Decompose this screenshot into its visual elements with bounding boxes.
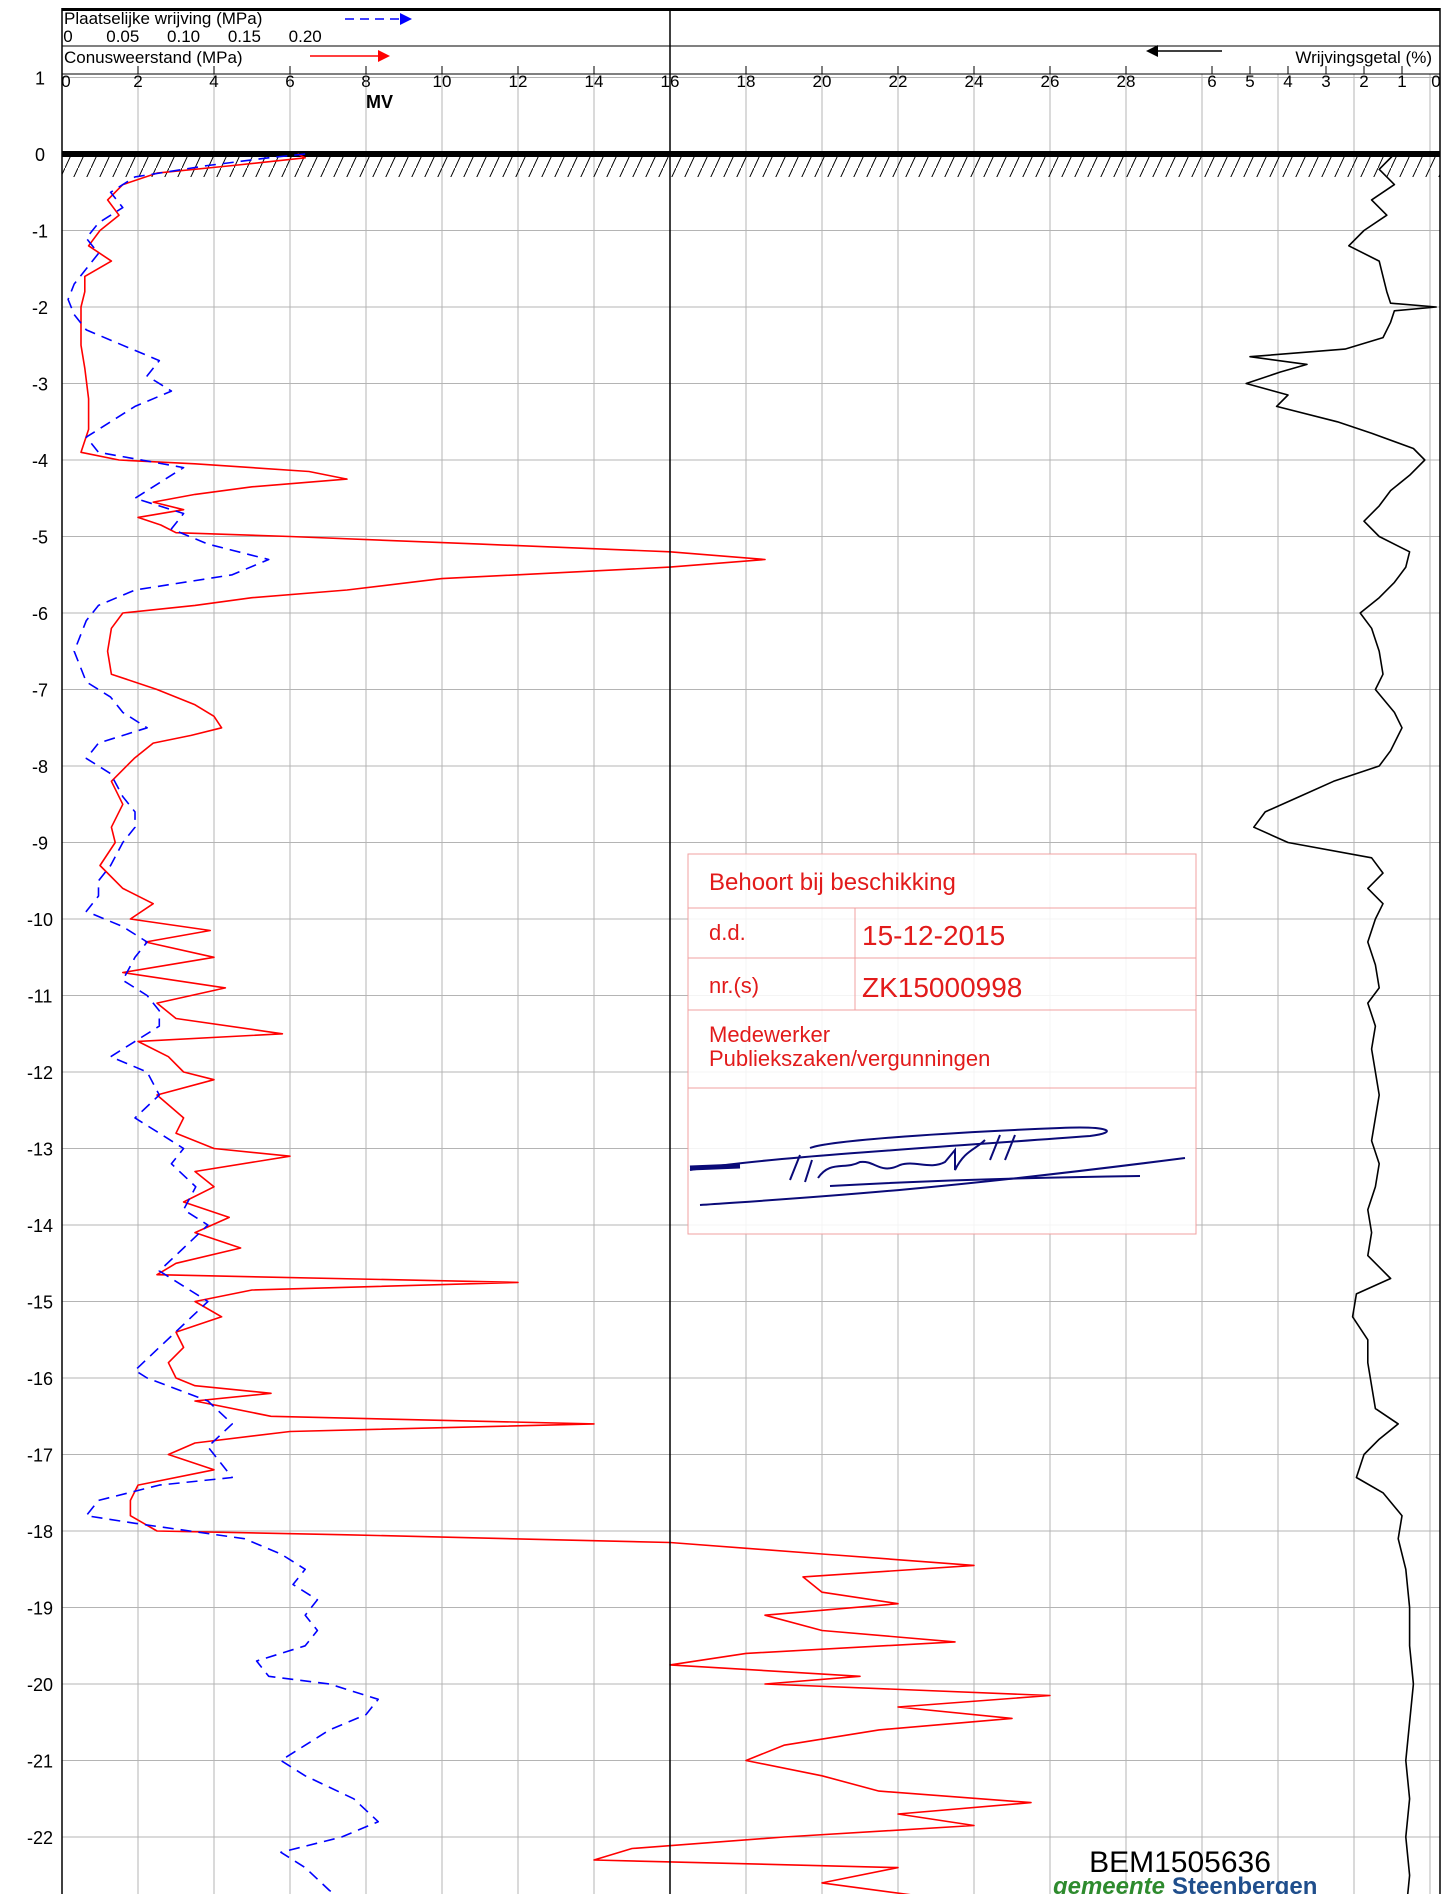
conus-tick-label: 18 <box>737 72 756 91</box>
ratio-ticks: 6 5 4 3 2 1 0 <box>1207 66 1441 91</box>
stamp-role-line2: Publiekszaken/vergunningen <box>709 1046 990 1071</box>
ratio-series-line <box>1245 153 1437 1894</box>
friction-tick-label: 0.15 <box>228 27 261 46</box>
depth-tick-label: -16 <box>27 1369 53 1389</box>
depth-tick-label: -7 <box>32 681 48 701</box>
depth-tick-label: -3 <box>32 375 48 395</box>
stamp-number-label: nr.(s) <box>709 973 759 998</box>
depth-tick-label: -8 <box>32 757 48 777</box>
stamp-role-line1: Medewerker <box>709 1022 830 1047</box>
conus-arrow <box>310 50 390 62</box>
ratio-tick-label: 5 <box>1245 72 1254 91</box>
ratio-tick-label: 2 <box>1359 72 1368 91</box>
depth-tick-label: -4 <box>32 451 48 471</box>
depth-tick-label: -13 <box>27 1140 53 1160</box>
depth-tick-label: -17 <box>27 1446 53 1466</box>
stamp-number-value: ZK15000998 <box>862 972 1022 1003</box>
brand-name: Steenbergen <box>1172 1873 1317 1894</box>
conus-tick-label: 4 <box>209 72 218 91</box>
ratio-tick-label: 0 <box>1431 72 1440 91</box>
depth-tick-label: -15 <box>27 1293 53 1313</box>
frame <box>61 8 1441 1894</box>
depth-tick-label: -20 <box>27 1675 53 1695</box>
friction-tick-label: 0.05 <box>106 27 139 46</box>
surface-label: MV <box>366 92 393 112</box>
friction-tick-label: 0.20 <box>289 27 322 46</box>
depth-tick-label: -10 <box>27 910 53 930</box>
depth-tick-label: -19 <box>27 1599 53 1619</box>
friction-ticks: 0 0.05 0.10 0.15 0.20 <box>63 27 321 46</box>
conus-tick-label: 22 <box>889 72 908 91</box>
depth-tick-label: -2 <box>32 298 48 318</box>
depth-tick-label: -5 <box>32 528 48 548</box>
series-layer <box>67 153 1437 1894</box>
depth-tick-label: -22 <box>27 1828 53 1848</box>
conus-ticks: 0 2 4 6 8 10 12 14 16 18 20 22 24 26 28 <box>61 66 1135 91</box>
conus-tick-label: 2 <box>133 72 142 91</box>
conus-tick-label: 24 <box>965 72 984 91</box>
conus-tick-label: 14 <box>585 72 604 91</box>
ratio-tick-label: 4 <box>1283 72 1292 91</box>
depth-tick-label: -14 <box>27 1216 53 1236</box>
friction-tick-label: 0.10 <box>167 27 200 46</box>
signature <box>689 1126 1186 1206</box>
brand-prefix: gemeente <box>1052 1873 1165 1894</box>
header: Plaatselijke wrijving (MPa) 0 0.05 0.10 0.1… <box>61 8 1441 91</box>
conus-axis-label: Conusweerstand (MPa) <box>64 48 243 67</box>
friction-axis-label: Plaatselijke wrijving (MPa) <box>64 9 262 28</box>
depth-tick-label: -9 <box>32 834 48 854</box>
conus-tick-label: 12 <box>509 72 528 91</box>
depth-tick-label: 1 <box>35 69 45 89</box>
conus-tick-label: 26 <box>1041 72 1060 91</box>
stamp-date-label: d.d. <box>709 920 746 945</box>
friction-arrow <box>345 13 412 25</box>
depth-tick-label: -6 <box>32 604 48 624</box>
stamp-date-value: 15-12-2015 <box>862 920 1005 951</box>
conus-tick-label: 8 <box>361 72 370 91</box>
depth-tick-label: -18 <box>27 1522 53 1542</box>
friction-series-line <box>67 153 380 1894</box>
depth-tick-label: -11 <box>28 987 53 1007</box>
ratio-axis-label: Wrijvingsgetal (%) <box>1295 48 1432 67</box>
conus-tick-label: 20 <box>813 72 832 91</box>
conus-tick-label: 28 <box>1117 72 1136 91</box>
depth-tick-label: 0 <box>35 145 45 165</box>
conus-tick-label: 0 <box>61 72 70 91</box>
depth-ticks: 1 0 -1 -2 -3 -4 -5 -6 -7 -8 -9 -10 -11 -12 -13 -14 -15 -1… <box>27 69 53 1849</box>
ratio-tick-label: 1 <box>1397 72 1406 91</box>
ratio-tick-label: 3 <box>1321 72 1330 91</box>
ratio-tick-label: 6 <box>1207 72 1216 91</box>
depth-tick-label: -21 <box>27 1752 53 1772</box>
ratio-arrow <box>1146 45 1222 57</box>
depth-tick-label: -12 <box>27 1063 53 1083</box>
approval-stamp: Behoort bij beschikking d.d. 15-12-2015 … <box>687 853 1197 1235</box>
depth-tick-label: -1 <box>32 222 48 242</box>
document-id: BEM1505636 <box>1089 1846 1271 1879</box>
conus-tick-label: 6 <box>285 72 294 91</box>
stamp-title: Behoort bij beschikking <box>709 869 956 896</box>
friction-tick-label: 0 <box>63 27 72 46</box>
ground-surface: MV <box>62 92 1440 177</box>
footer: BEM1505636 gemeente Steenbergen <box>1052 1846 1317 1894</box>
conus-series-line <box>80 153 1051 1894</box>
conus-tick-label: 10 <box>433 72 452 91</box>
